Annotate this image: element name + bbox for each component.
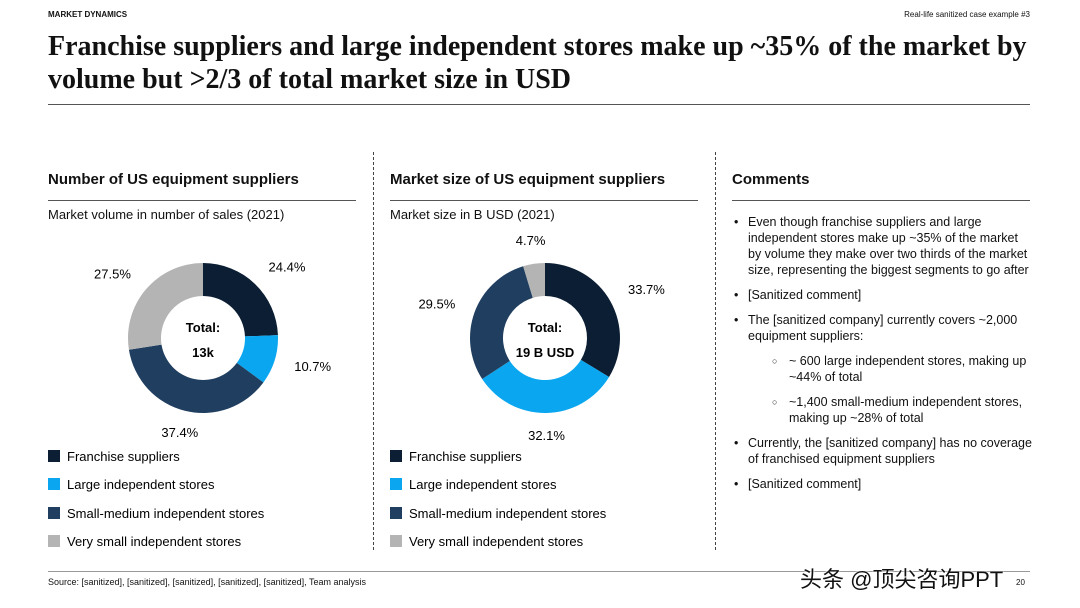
legend-swatch	[48, 478, 60, 490]
data-label: 33.7%	[628, 282, 665, 297]
data-label: 29.5%	[418, 297, 455, 312]
center-value: 19 B USD	[516, 345, 575, 360]
comment: The [sanitized company] currently covers…	[732, 312, 1032, 426]
comment: [Sanitized comment]	[732, 476, 1032, 492]
chart-title: Market size of US equipment suppliers	[390, 171, 666, 188]
data-label: 37.4%	[161, 425, 198, 440]
donut-segment	[203, 263, 278, 337]
source-note: Source: [sanitized], [sanitized], [sanit…	[48, 577, 366, 587]
legend-label: Franchise suppliers	[67, 449, 180, 464]
comment-text: Currently, the [sanitized company] has n…	[748, 436, 1032, 466]
data-label: 4.7%	[516, 233, 546, 248]
section-label: MARKET DYNAMICS	[48, 10, 128, 19]
data-label: 32.1%	[528, 428, 565, 443]
comment-text: [Sanitized comment]	[748, 288, 862, 302]
center-value: 13k	[192, 345, 214, 360]
column-rule	[390, 200, 698, 201]
legend-swatch	[48, 535, 60, 547]
page-number: 20	[1016, 578, 1025, 587]
donut-segment	[236, 335, 278, 383]
legend-swatch	[390, 507, 402, 519]
legend-label: Very small independent stores	[409, 534, 584, 549]
legend-swatch	[390, 535, 402, 547]
comment-text: [Sanitized comment]	[748, 477, 862, 491]
chart-subtitle: Market volume in number of sales (2021)	[48, 207, 285, 222]
legend-swatch	[390, 450, 402, 462]
sub-comment: ~ 600 large independent stores, making u…	[748, 353, 1032, 385]
column-rule	[732, 200, 1030, 201]
watermark: 头条 @顶尖咨询PPT	[800, 567, 1004, 592]
divider	[373, 152, 374, 550]
data-label: 24.4%	[269, 259, 306, 274]
donut-segment	[545, 263, 621, 377]
comment: [Sanitized comment]	[732, 287, 1032, 303]
comment: Currently, the [sanitized company] has n…	[732, 435, 1032, 467]
divider	[715, 152, 716, 550]
legend-swatch	[48, 507, 60, 519]
donut-segment	[470, 266, 533, 379]
sub-comment: ~1,400 small-medium independent stores, …	[748, 394, 1032, 426]
legend-swatch	[390, 478, 402, 490]
legend-label: Large independent stores	[67, 477, 215, 492]
donut-segment	[128, 344, 264, 414]
slide-title: Franchise suppliers and large independen…	[48, 31, 1027, 95]
footer-rule	[48, 571, 1030, 572]
legend-label: Very small independent stores	[67, 534, 242, 549]
legend-swatch	[48, 450, 60, 462]
center-label: Total:	[186, 320, 220, 335]
legend-label: Large independent stores	[409, 477, 557, 492]
donut-segment	[523, 263, 545, 298]
chart-title: Number of US equipment suppliers	[48, 171, 299, 188]
legend-label: Small-medium independent stores	[67, 506, 265, 521]
donut-segment	[127, 263, 203, 350]
comment-text: The [sanitized company] currently covers…	[748, 313, 1018, 343]
comments-list: Even though franchise suppliers and larg…	[732, 214, 1032, 501]
chart-subtitle: Market size in B USD (2021)	[390, 207, 555, 222]
donut-segment	[482, 359, 610, 413]
case-tag: Real-life sanitized case example #3	[904, 10, 1030, 19]
sub-list: ~ 600 large independent stores, making u…	[748, 353, 1032, 426]
legend-label: Franchise suppliers	[409, 449, 522, 464]
column-rule	[48, 200, 356, 201]
comment: Even though franchise suppliers and larg…	[732, 214, 1032, 278]
legend-label: Small-medium independent stores	[409, 506, 607, 521]
title-rule	[48, 104, 1030, 105]
center-label: Total:	[528, 320, 562, 335]
comment-text: Even though franchise suppliers and larg…	[748, 215, 1029, 277]
comments-title: Comments	[732, 171, 810, 188]
data-label: 27.5%	[94, 266, 131, 281]
data-label: 10.7%	[294, 359, 331, 374]
